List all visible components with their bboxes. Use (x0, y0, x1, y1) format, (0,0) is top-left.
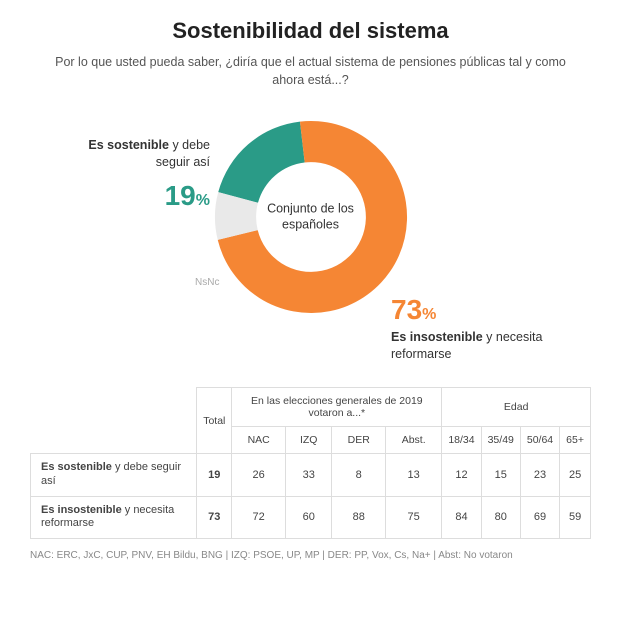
donut-ring: Conjunto de los españoles (213, 119, 409, 315)
breakdown-table: Total En las elecciones generales de 201… (30, 387, 591, 539)
col-election-2: DER (332, 427, 386, 454)
col-group-age: Edad (442, 388, 591, 427)
cell: 12 (442, 454, 481, 497)
cell-total: 73 (197, 496, 232, 539)
cell: 69 (520, 496, 559, 539)
col-group-elections: En las elecciones generales de 2019 vota… (232, 388, 442, 427)
donut-label-sostenible: Es sostenible y debe seguir así19% (60, 137, 210, 215)
donut-slice-sostenible (218, 122, 304, 203)
cell: 84 (442, 496, 481, 539)
col-age-2: 50/64 (520, 427, 559, 454)
cell: 33 (285, 454, 331, 497)
cell: 25 (560, 454, 591, 497)
page-title: Sostenibilidad del sistema (30, 18, 591, 44)
donut-label-nsnc: NsNc (195, 277, 219, 288)
donut-label-insostenible: 73%Es insostenible y necesita reformarse (391, 285, 561, 363)
table-legend: NAC: ERC, JxC, CUP, PNV, EH Bildu, BNG |… (30, 549, 591, 563)
cell: 26 (232, 454, 286, 497)
cell: 8 (332, 454, 386, 497)
donut-center-label: Conjunto de los españoles (213, 201, 409, 232)
table-row: Es insostenible y necesita reformarse737… (31, 496, 591, 539)
col-age-3: 65+ (560, 427, 591, 454)
col-age-1: 35/49 (481, 427, 520, 454)
col-total-header: Total (197, 388, 232, 454)
cell: 59 (560, 496, 591, 539)
row-label: Es insostenible y necesita reformarse (31, 496, 197, 539)
donut-chart: Es sostenible y debe seguir así19% Conju… (30, 107, 591, 367)
cell: 13 (386, 454, 442, 497)
col-election-1: IZQ (285, 427, 331, 454)
table-row: Es sostenible y debe seguir así192633813… (31, 454, 591, 497)
survey-question: Por lo que usted pueda saber, ¿diría que… (51, 54, 571, 89)
cell: 72 (232, 496, 286, 539)
cell: 88 (332, 496, 386, 539)
cell: 80 (481, 496, 520, 539)
cell-total: 19 (197, 454, 232, 497)
cell: 75 (386, 496, 442, 539)
col-age-0: 18/34 (442, 427, 481, 454)
row-label: Es sostenible y debe seguir así (31, 454, 197, 497)
cell: 60 (285, 496, 331, 539)
cell: 15 (481, 454, 520, 497)
col-election-0: NAC (232, 427, 286, 454)
cell: 23 (520, 454, 559, 497)
col-election-3: Abst. (386, 427, 442, 454)
